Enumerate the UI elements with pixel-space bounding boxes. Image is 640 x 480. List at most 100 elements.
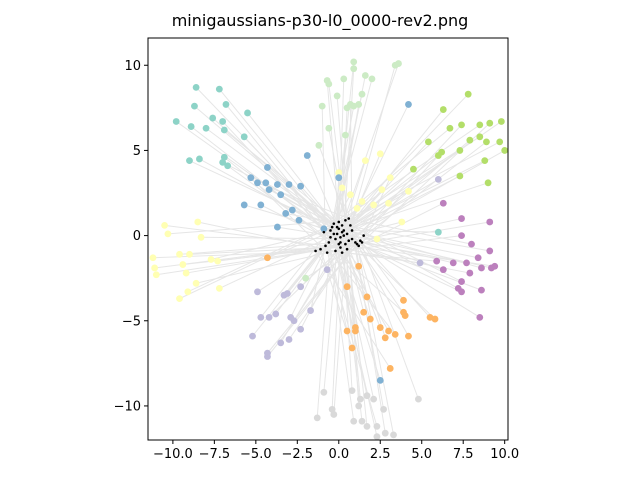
data-point xyxy=(277,191,285,199)
x-tick-label: 0.0 xyxy=(328,447,349,462)
connector-line xyxy=(300,185,338,228)
connector-line xyxy=(350,141,429,226)
x-tick-label: 7.5 xyxy=(453,447,474,462)
data-point xyxy=(325,124,333,132)
data-point xyxy=(381,429,389,437)
data-point xyxy=(360,308,368,316)
data-point xyxy=(220,153,228,161)
data-point xyxy=(497,118,505,125)
center-point xyxy=(357,244,360,248)
x-tick-label: −10.0 xyxy=(153,447,193,462)
data-point xyxy=(240,201,248,209)
x-tick-label: −7.5 xyxy=(199,447,231,462)
data-point xyxy=(182,269,190,277)
axes-frame xyxy=(147,37,509,441)
center-point xyxy=(340,224,344,227)
data-point xyxy=(215,85,223,93)
connector-line xyxy=(338,221,363,422)
data-point xyxy=(179,261,187,268)
center-point xyxy=(345,232,349,236)
data-point xyxy=(328,405,336,413)
data-point xyxy=(307,307,314,314)
data-point xyxy=(405,101,412,108)
data-point xyxy=(247,174,255,182)
data-point xyxy=(373,235,381,243)
connector-line xyxy=(333,182,489,235)
connector-line xyxy=(348,218,472,245)
data-point xyxy=(358,417,366,425)
data-point xyxy=(373,422,381,430)
connector-line xyxy=(333,223,490,252)
connector-line xyxy=(210,231,324,260)
data-point xyxy=(320,388,328,396)
y-tick-label: 10 xyxy=(124,59,141,74)
data-point xyxy=(219,118,227,125)
data-point xyxy=(478,286,485,294)
connector-lines xyxy=(152,61,505,437)
data-point xyxy=(264,353,271,360)
center-point xyxy=(359,239,362,243)
data-point xyxy=(476,121,484,129)
data-point xyxy=(370,201,378,209)
data-point xyxy=(390,431,397,439)
data-point xyxy=(368,75,376,83)
data-point xyxy=(265,313,273,321)
data-point xyxy=(434,175,442,183)
data-point xyxy=(342,131,349,139)
data-point xyxy=(458,288,465,296)
data-point xyxy=(378,186,386,194)
center-point xyxy=(360,241,364,244)
data-point xyxy=(391,61,399,69)
connector-line xyxy=(247,112,345,236)
data-point xyxy=(496,138,504,146)
data-point xyxy=(358,198,366,205)
data-point xyxy=(152,271,160,279)
data-point xyxy=(215,284,223,292)
connector-line xyxy=(334,250,378,437)
data-point xyxy=(361,72,369,79)
data-point xyxy=(363,422,371,430)
connector-line xyxy=(338,104,360,223)
data-point xyxy=(285,336,293,343)
data-point xyxy=(224,162,232,170)
data-point xyxy=(466,269,474,277)
center-point xyxy=(324,244,327,248)
data-point xyxy=(274,181,281,188)
center-point xyxy=(322,230,326,234)
connector-line xyxy=(348,93,469,219)
connector-line xyxy=(346,141,487,250)
connector-line xyxy=(336,155,439,235)
data-point xyxy=(400,296,407,304)
connector-line xyxy=(363,151,443,236)
connector-line xyxy=(260,226,333,318)
connector-line xyxy=(341,231,481,318)
data-point xyxy=(222,101,230,108)
data-point xyxy=(353,204,361,212)
data-point xyxy=(220,126,228,134)
data-point xyxy=(149,254,157,262)
data-point xyxy=(478,264,485,272)
data-points xyxy=(149,58,508,440)
data-point xyxy=(343,283,351,291)
center-points xyxy=(314,217,365,254)
data-point xyxy=(363,392,371,400)
data-point xyxy=(283,290,291,297)
center-point xyxy=(327,241,331,244)
center-point xyxy=(332,232,336,236)
data-point xyxy=(456,147,464,154)
data-point xyxy=(151,264,159,272)
center-point xyxy=(339,246,342,249)
connector-line xyxy=(305,243,358,279)
center-point xyxy=(329,229,332,232)
connector-line xyxy=(343,175,461,237)
data-point xyxy=(466,136,474,144)
data-point xyxy=(186,157,193,165)
connector-line xyxy=(349,104,353,231)
connector-line xyxy=(340,247,389,332)
center-point xyxy=(332,222,336,225)
data-point xyxy=(244,109,251,117)
data-point xyxy=(196,155,203,163)
data-point xyxy=(219,158,227,166)
data-point xyxy=(398,218,406,226)
data-point xyxy=(361,157,369,165)
